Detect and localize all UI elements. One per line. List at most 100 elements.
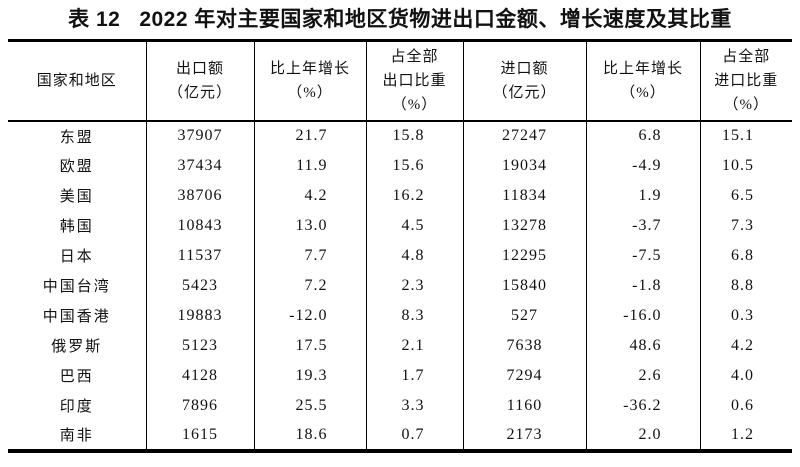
cell-export-share: 3.3 [365, 390, 463, 421]
cell-import-growth: 2.6 [585, 360, 700, 391]
cell-export-growth: 7.7 [253, 240, 366, 271]
cell-import-value: 12295 [462, 240, 586, 271]
table-row: 美国 38706 4.2 16.2 11834 1.9 6.5 [8, 180, 792, 211]
cell-import-growth: -36.2 [585, 390, 700, 421]
cell-export-growth: 18.6 [253, 420, 366, 451]
cell-region: 巴西 [59, 369, 94, 385]
table-row: 南非 1615 18.6 0.7 2173 2.0 1.2 [8, 420, 792, 451]
cell-region: 南非 [59, 428, 94, 444]
cell-export-growth: -12.0 [253, 300, 366, 331]
cell-import-share: 4.0 [699, 360, 792, 391]
cell-import-share: 7.3 [699, 210, 792, 241]
cell-export-value: 7896 [145, 390, 254, 421]
cell-export-value: 37907 [145, 120, 254, 151]
column-header-import-share: 占全部 进口比重 （%） [699, 40, 792, 122]
header-row: 国家和地区 出口额 （亿元） 比上年增长 （%） 占全部 出口比重 （%） 进口额 （亿… [8, 40, 792, 122]
cell-export-share: 2.1 [365, 330, 463, 361]
cell-region: 俄罗斯 [51, 339, 103, 355]
table-body: 东盟 37907 21.7 15.8 27247 6.8 15.1 欧盟 37434 11.9 15… [8, 120, 792, 451]
cell-import-value: 7294 [462, 360, 586, 391]
cell-import-value: 1160 [462, 390, 586, 421]
cell-export-share: 4.8 [365, 240, 463, 271]
cell-export-growth: 4.2 [253, 180, 366, 211]
cell-region: 东盟 [59, 129, 94, 146]
cell-region: 印度 [59, 399, 94, 415]
cell-import-growth: -3.7 [585, 210, 700, 241]
cell-import-value: 19034 [462, 150, 586, 181]
cell-import-share: 10.5 [699, 150, 792, 181]
cell-export-value: 5423 [145, 270, 254, 301]
cell-region: 中国香港 [42, 309, 111, 325]
cell-export-share: 16.2 [365, 180, 463, 211]
column-header-import-value: 进口额 （亿元） [462, 40, 586, 122]
cell-import-growth: -4.9 [585, 150, 700, 181]
table-row: 欧盟 37434 11.9 15.6 19034 -4.9 10.5 [8, 150, 792, 181]
cell-import-share: 6.8 [699, 240, 792, 271]
cell-import-growth: 48.6 [585, 330, 700, 361]
table-row: 巴西 4128 19.3 1.7 7294 2.6 4.0 [8, 360, 792, 391]
table-row: 俄罗斯 5123 17.5 2.1 7638 48.6 4.2 [8, 330, 792, 361]
trade-table: 国家和地区 出口额 （亿元） 比上年增长 （%） 占全部 出口比重 （%） 进口额 （亿… [8, 39, 792, 453]
cell-export-growth: 21.7 [253, 120, 366, 151]
column-header-import-growth: 比上年增长 （%） [585, 40, 700, 122]
cell-import-share: 6.5 [699, 180, 792, 211]
cell-export-share: 4.5 [365, 210, 463, 241]
cell-import-share: 4.2 [699, 330, 792, 361]
cell-export-share: 1.7 [365, 360, 463, 391]
cell-export-growth: 17.5 [253, 330, 366, 361]
cell-export-share: 15.8 [365, 120, 463, 151]
cell-import-share: 8.8 [699, 270, 792, 301]
table-row: 韩国 10843 13.0 4.5 13278 -3.7 7.3 [8, 210, 792, 241]
cell-import-growth: -7.5 [585, 240, 700, 271]
cell-export-value: 4128 [145, 360, 254, 391]
cell-export-value: 5123 [145, 330, 254, 361]
column-header-region: 国家和地区 [8, 40, 146, 122]
cell-import-value: 2173 [462, 420, 586, 451]
cell-export-value: 38706 [145, 180, 254, 211]
cell-export-value: 11537 [145, 240, 254, 271]
cell-import-growth: -16.0 [585, 300, 700, 331]
cell-import-share: 1.2 [699, 420, 792, 451]
cell-export-growth: 19.3 [253, 360, 366, 391]
table-row: 东盟 37907 21.7 15.8 27247 6.8 15.1 [8, 120, 792, 151]
table-row: 日本 11537 7.7 4.8 12295 -7.5 6.8 [8, 240, 792, 271]
table-row: 中国香港 19883 -12.0 8.3 527 -16.0 0.3 [8, 300, 792, 331]
cell-import-share: 0.3 [699, 300, 792, 331]
cell-export-share: 0.7 [365, 420, 463, 451]
cell-export-growth: 7.2 [253, 270, 366, 301]
cell-export-value: 10843 [145, 210, 254, 241]
cell-region: 日本 [59, 249, 94, 265]
cell-import-value: 7638 [462, 330, 586, 361]
cell-import-growth: -1.8 [585, 270, 700, 301]
cell-region: 欧盟 [59, 159, 94, 175]
column-header-export-share: 占全部 出口比重 （%） [365, 40, 463, 122]
table-header: 国家和地区 出口额 （亿元） 比上年增长 （%） 占全部 出口比重 （%） 进口额 （亿… [8, 40, 792, 122]
cell-region: 美国 [59, 189, 94, 205]
cell-import-growth: 2.0 [585, 420, 700, 451]
table-row: 印度 7896 25.5 3.3 1160 -36.2 0.6 [8, 390, 792, 421]
cell-region: 韩国 [59, 219, 94, 235]
cell-export-value: 1615 [145, 420, 254, 451]
cell-export-growth: 11.9 [253, 150, 366, 181]
cell-import-share: 0.6 [699, 390, 792, 421]
cell-import-growth: 6.8 [585, 120, 700, 151]
cell-import-growth: 1.9 [585, 180, 700, 211]
cell-export-share: 2.3 [365, 270, 463, 301]
cell-export-growth: 25.5 [253, 390, 366, 421]
cell-export-share: 8.3 [365, 300, 463, 331]
cell-import-value: 27247 [462, 120, 586, 151]
cell-export-growth: 13.0 [253, 210, 366, 241]
cell-import-value: 11834 [462, 180, 586, 211]
cell-region: 中国台湾 [42, 279, 111, 295]
column-header-export-value: 出口额 （亿元） [145, 40, 254, 122]
cell-export-share: 15.6 [365, 150, 463, 181]
table-row: 中国台湾 5423 7.2 2.3 15840 -1.8 8.8 [8, 270, 792, 301]
cell-export-value: 37434 [145, 150, 254, 181]
column-header-export-growth: 比上年增长 （%） [253, 40, 366, 122]
cell-import-value: 13278 [462, 210, 586, 241]
table-title: 表 12 2022 年对主要国家和地区货物进出口金额、增长速度及其比重 [68, 8, 732, 31]
cell-import-value: 527 [462, 300, 586, 331]
cell-export-value: 19883 [145, 300, 254, 331]
cell-import-value: 15840 [462, 270, 586, 301]
